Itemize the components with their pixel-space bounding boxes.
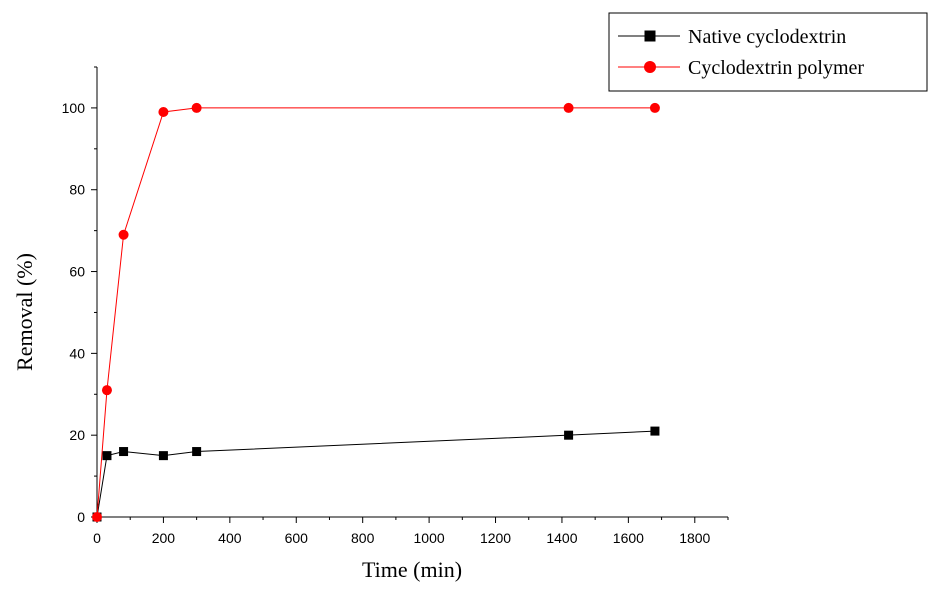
x-axis-title: Time (min) xyxy=(362,557,462,582)
data-point-circle xyxy=(191,102,202,113)
legend-marker-square xyxy=(644,30,656,42)
legend-entry-2: Cyclodextrin polymer xyxy=(618,57,864,79)
x-tick-label: 1600 xyxy=(613,530,644,546)
y-tick-label: 100 xyxy=(62,100,86,116)
x-tick-label: 0 xyxy=(93,530,101,546)
data-point-circle xyxy=(649,102,660,113)
data-point-circle xyxy=(92,512,102,522)
series-2 xyxy=(92,102,660,522)
data-point-circle xyxy=(563,102,574,113)
data-point-square xyxy=(158,451,168,461)
legend-label: Native cyclodextrin xyxy=(688,26,846,48)
data-point-square xyxy=(119,447,129,457)
x-tick-label: 600 xyxy=(285,530,309,546)
data-point-square xyxy=(102,451,112,461)
y-tick-label: 40 xyxy=(69,345,85,361)
y-axis-title: Removal (%) xyxy=(12,253,37,371)
x-tick-label: 400 xyxy=(218,530,242,546)
legend-entry-1: Native cyclodextrin xyxy=(618,26,846,48)
data-point-circle xyxy=(158,107,169,117)
x-tick-label: 1000 xyxy=(414,530,445,546)
y-tick-label: 20 xyxy=(69,427,85,443)
legend: Native cyclodextrin Cyclodextrin polymer xyxy=(608,12,928,92)
data-point-square xyxy=(192,447,202,457)
y-tick-label: 0 xyxy=(77,509,85,525)
legend-box xyxy=(608,12,928,92)
data-point-circle xyxy=(118,229,129,240)
y-tick-label: 80 xyxy=(69,182,85,198)
data-point-square xyxy=(650,426,660,436)
series-1 xyxy=(92,426,660,522)
x-tick-label: 800 xyxy=(351,530,375,546)
x-tick-label: 1800 xyxy=(679,530,710,546)
series-line xyxy=(96,107,655,518)
x-tick-label: 1400 xyxy=(546,530,577,546)
data-point-circle xyxy=(101,385,112,396)
x-tick-label: 1200 xyxy=(480,530,511,546)
series-line xyxy=(96,430,655,518)
series-layer xyxy=(92,102,660,522)
data-point-square xyxy=(564,430,574,440)
legend-marker-circle xyxy=(644,61,656,73)
x-tick-label: 200 xyxy=(152,530,176,546)
legend-label: Cyclodextrin polymer xyxy=(688,57,864,79)
y-tick-label: 60 xyxy=(69,264,85,280)
